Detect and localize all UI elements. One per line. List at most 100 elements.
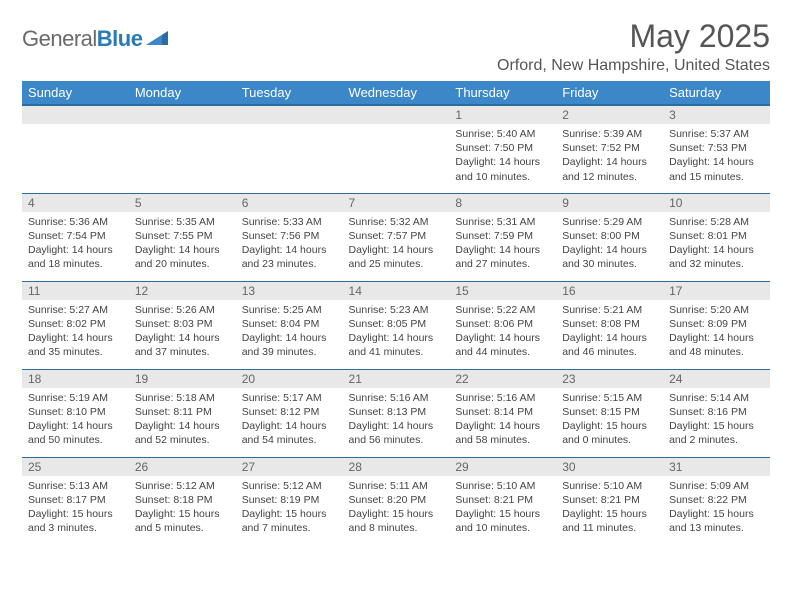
sunset-line: Sunset: 8:20 PM: [349, 493, 444, 507]
location: Orford, New Hampshire, United States: [497, 57, 770, 75]
day-cell: 12Sunrise: 5:26 AMSunset: 8:03 PMDayligh…: [129, 281, 236, 369]
daylight-line: Daylight: 15 hours and 3 minutes.: [28, 507, 123, 535]
day-cell: 3Sunrise: 5:37 AMSunset: 7:53 PMDaylight…: [663, 105, 770, 193]
sunrise-line: Sunrise: 5:19 AM: [28, 391, 123, 405]
week-row: 18Sunrise: 5:19 AMSunset: 8:10 PMDayligh…: [22, 369, 770, 457]
day-body: [22, 124, 129, 182]
day-cell: 17Sunrise: 5:20 AMSunset: 8:09 PMDayligh…: [663, 281, 770, 369]
daylight-line: Daylight: 14 hours and 44 minutes.: [455, 331, 550, 359]
sunset-line: Sunset: 7:53 PM: [669, 141, 764, 155]
day-number: [236, 106, 343, 124]
logo-word-a: General: [22, 26, 97, 51]
day-number: 7: [343, 194, 450, 212]
day-number: 20: [236, 370, 343, 388]
week-row: 4Sunrise: 5:36 AMSunset: 7:54 PMDaylight…: [22, 193, 770, 281]
sunrise-line: Sunrise: 5:26 AM: [135, 303, 230, 317]
day-body: Sunrise: 5:39 AMSunset: 7:52 PMDaylight:…: [556, 124, 663, 190]
sunset-line: Sunset: 7:56 PM: [242, 229, 337, 243]
daylight-line: Daylight: 14 hours and 23 minutes.: [242, 243, 337, 271]
day-number: 6: [236, 194, 343, 212]
day-number: 11: [22, 282, 129, 300]
day-number: 31: [663, 458, 770, 476]
day-number: 13: [236, 282, 343, 300]
week-row: 11 Sunrise: 5:27 AMSunset: 8:02 PM Dayligh…: [22, 281, 770, 369]
daylight-line: Daylight: 14 hours and 10 minutes.: [455, 155, 550, 183]
day-cell: 25Sunrise: 5:13 AMSunset: 8:17 PMDayligh…: [22, 457, 129, 545]
day-number: [343, 106, 450, 124]
day-body: Sunrise: 5:32 AMSunset: 7:57 PMDaylight:…: [343, 212, 450, 278]
triangle-icon: [146, 29, 168, 50]
day-number: 22: [449, 370, 556, 388]
sunset-line: Sunset: 8:00 PM: [562, 229, 657, 243]
title-block: May 2025 Orford, New Hampshire, United S…: [497, 18, 770, 75]
daylight-line: Daylight: 14 hours and 46 minutes.: [562, 331, 657, 359]
sunrise-line: Sunrise: 5:39 AM: [562, 127, 657, 141]
day-body: Sunrise: 5:14 AMSunset: 8:16 PMDaylight:…: [663, 388, 770, 454]
sunset-line: Sunset: 8:02 PM: [28, 317, 123, 331]
sunset-line: Sunset: 7:59 PM: [455, 229, 550, 243]
day-body: Sunrise: 5:40 AMSunset: 7:50 PMDaylight:…: [449, 124, 556, 190]
day-number: 29: [449, 458, 556, 476]
sunset-line: Sunset: 8:21 PM: [562, 493, 657, 507]
header: GeneralBlue May 2025 Orford, New Hampshi…: [22, 18, 770, 75]
sunrise-line: Sunrise: 5:33 AM: [242, 215, 337, 229]
day-body: Sunrise: 5:09 AMSunset: 8:22 PMDaylight:…: [663, 476, 770, 542]
sunset-line: Sunset: 8:05 PM: [349, 317, 444, 331]
sunrise-line: Sunrise: 5:14 AM: [669, 391, 764, 405]
day-cell: 6 Sunrise: 5:33 AMSunset: 7:56 PMDaylight…: [236, 193, 343, 281]
daylight-line: Daylight: 14 hours and 20 minutes.: [135, 243, 230, 271]
weekday-row: SundayMondayTuesdayWednesdayThursdayFrid…: [22, 81, 770, 105]
day-body: Sunrise: 5:29 AMSunset: 8:00 PMDaylight:…: [556, 212, 663, 278]
day-body: [343, 124, 450, 182]
day-body: Sunrise: 5:23 AMSunset: 8:05 PMDaylight:…: [343, 300, 450, 366]
sunset-line: Sunset: 7:55 PM: [135, 229, 230, 243]
sunset-line: Sunset: 7:57 PM: [349, 229, 444, 243]
sunset-line: Sunset: 8:11 PM: [135, 405, 230, 419]
day-cell: 30Sunrise: 5:10 AMSunset: 8:21 PMDayligh…: [556, 457, 663, 545]
sunrise-line: Sunrise: 5:27 AM: [28, 303, 123, 317]
daylight-line: Daylight: 14 hours and 41 minutes.: [349, 331, 444, 359]
sunrise-line: Sunrise: 5:32 AM: [349, 215, 444, 229]
daylight-line: Daylight: 14 hours and 48 minutes.: [669, 331, 764, 359]
daylight-line: Daylight: 14 hours and 58 minutes.: [455, 419, 550, 447]
sunrise-line: Sunrise: 5:31 AM: [455, 215, 550, 229]
sunrise-line: Sunrise: 5:11 AM: [349, 479, 444, 493]
day-number: [129, 106, 236, 124]
sunset-line: Sunset: 8:14 PM: [455, 405, 550, 419]
sunset-line: Sunset: 8:03 PM: [135, 317, 230, 331]
day-body: Sunrise: 5:36 AMSunset: 7:54 PMDaylight:…: [22, 212, 129, 278]
sunrise-line: Sunrise: 5:22 AM: [455, 303, 550, 317]
day-cell: 29Sunrise: 5:10 AMSunset: 8:21 PMDayligh…: [449, 457, 556, 545]
sunset-line: Sunset: 7:54 PM: [28, 229, 123, 243]
day-body: Sunrise: 5:12 AMSunset: 8:19 PMDaylight:…: [236, 476, 343, 542]
day-cell: [343, 105, 450, 193]
day-cell: 19Sunrise: 5:18 AMSunset: 8:11 PMDayligh…: [129, 369, 236, 457]
day-number: 27: [236, 458, 343, 476]
day-cell: 28Sunrise: 5:11 AMSunset: 8:20 PMDayligh…: [343, 457, 450, 545]
daylight-line: Daylight: 14 hours and 25 minutes.: [349, 243, 444, 271]
calendar-table: SundayMondayTuesdayWednesdayThursdayFrid…: [22, 81, 770, 545]
day-cell: 5Sunrise: 5:35 AMSunset: 7:55 PMDaylight…: [129, 193, 236, 281]
daylight-line: Daylight: 15 hours and 11 minutes.: [562, 507, 657, 535]
day-body: [129, 124, 236, 182]
day-cell: 23Sunrise: 5:15 AMSunset: 8:15 PMDayligh…: [556, 369, 663, 457]
day-cell: 11Sunrise: 5:27 AMSunset: 8:02 PMDayligh…: [22, 281, 129, 369]
day-body: Sunrise: 5:22 AMSunset: 8:06 PMDaylight:…: [449, 300, 556, 366]
day-number: 16: [556, 282, 663, 300]
weekday-header: Sunday: [22, 81, 129, 105]
day-cell: 9Sunrise: 5:29 AMSunset: 8:00 PMDaylight…: [556, 193, 663, 281]
daylight-line: Daylight: 14 hours and 37 minutes.: [135, 331, 230, 359]
daylight-line: Daylight: 15 hours and 2 minutes.: [669, 419, 764, 447]
sunset-line: Sunset: 8:17 PM: [28, 493, 123, 507]
day-body: [236, 124, 343, 182]
day-number: 4: [22, 194, 129, 212]
day-cell: [236, 105, 343, 193]
day-body: Sunrise: 5:16 AMSunset: 8:13 PMDaylight:…: [343, 388, 450, 454]
sunrise-line: Sunrise: 5:28 AM: [669, 215, 764, 229]
sunrise-line: Sunrise: 5:10 AM: [455, 479, 550, 493]
sunset-line: Sunset: 8:10 PM: [28, 405, 123, 419]
logo: GeneralBlue: [22, 18, 168, 52]
day-body: Sunrise: 5:21 AMSunset: 8:08 PMDaylight:…: [556, 300, 663, 366]
daylight-line: Daylight: 14 hours and 15 minutes.: [669, 155, 764, 183]
day-number: 2: [556, 106, 663, 124]
